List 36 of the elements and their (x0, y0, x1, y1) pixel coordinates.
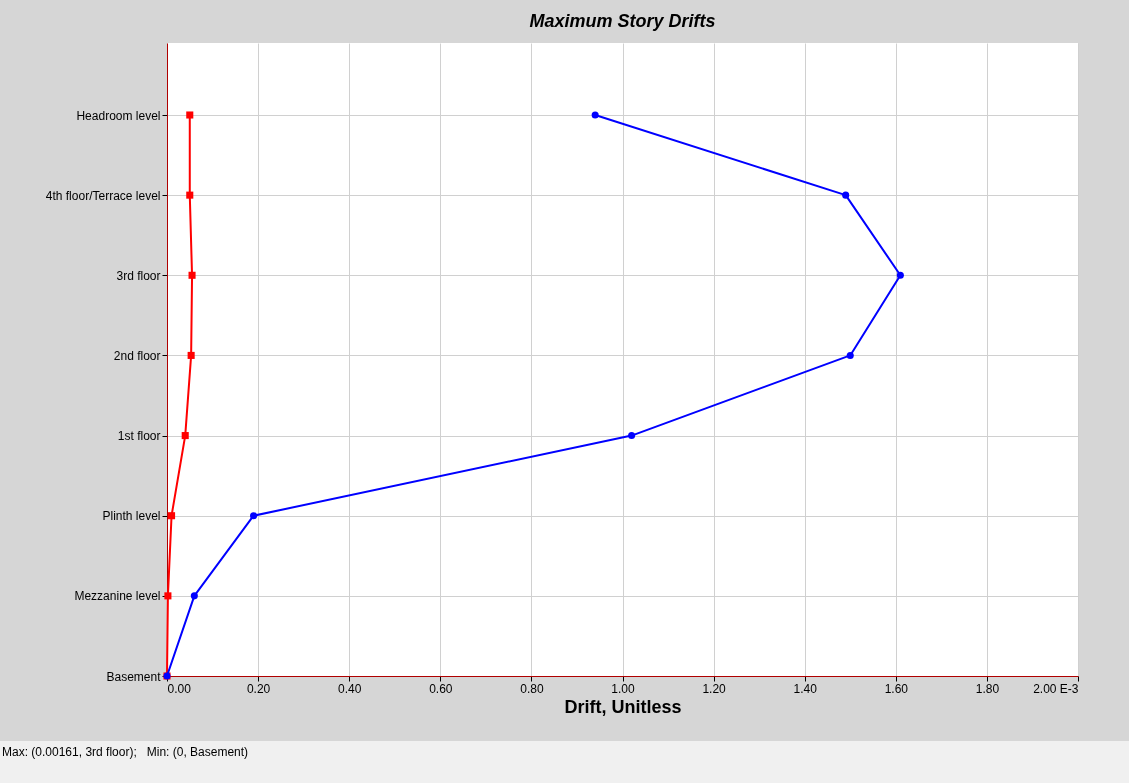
point (168, 512, 176, 520)
y-tick-label: Basement (106, 669, 162, 684)
point (186, 111, 194, 119)
y-tick-label: Headroom level (76, 108, 161, 123)
point (181, 432, 189, 440)
x-tick-label: 1.00 (611, 681, 635, 696)
point (896, 271, 904, 279)
point (188, 271, 196, 279)
y-tick-label: 4th floor/Terrace level (45, 188, 161, 203)
point (628, 432, 636, 440)
y-tick-label: 1st floor (117, 429, 161, 444)
y-tick-label: 2nd floor (113, 348, 161, 363)
x-tick-label: 0.80 (520, 681, 544, 696)
x-tick-label: 1.40 (793, 681, 818, 696)
y-tick-label: Mezzanine level (74, 589, 161, 604)
point (186, 191, 194, 199)
point (190, 592, 198, 600)
y-tick-label: 3rd floor (116, 268, 161, 283)
x-tick-label: 0.40 (338, 681, 362, 696)
x-tick-label: 1.60 (884, 681, 909, 696)
chart-title: Maximum Story Drifts (529, 11, 716, 31)
x-tick-label: 1.80 (975, 681, 1000, 696)
point (187, 351, 195, 359)
point (842, 191, 850, 199)
point (250, 512, 258, 520)
point (591, 111, 599, 119)
x-tick-label: 0.00 (167, 681, 192, 696)
x-tick-label: 2.00 E-3 (1033, 681, 1079, 696)
y-tick-label: Plinth level (102, 509, 161, 524)
point (164, 592, 172, 600)
x-tick-label: 0.20 (246, 681, 271, 696)
point (846, 351, 854, 359)
x-tick-label: 1.20 (702, 681, 727, 696)
text: Max: (0.00161, 3rd floor); Min: (0, Basement) (1, 744, 250, 761)
x-axis-title: Drift, Unitless (564, 696, 682, 717)
x-tick-label: 0.60 (429, 681, 453, 696)
